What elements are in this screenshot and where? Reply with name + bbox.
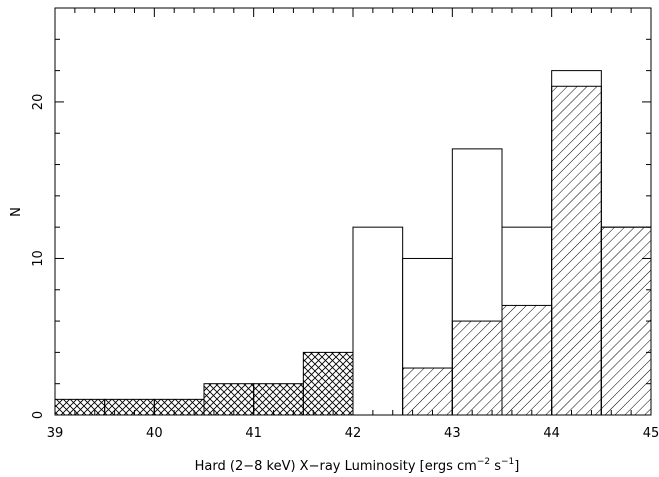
cross-hatch-bar: [302, 351, 354, 416]
diagonal-hatch-bar: [451, 320, 503, 416]
cross-hatch-bar: [253, 383, 304, 416]
cross-hatch-bar: [153, 398, 205, 416]
cross-hatch-bar: [203, 383, 255, 416]
y-tick-label: 0: [31, 411, 46, 419]
x-tick-label: 45: [643, 426, 659, 441]
x-tick-label: 43: [444, 426, 461, 441]
y-tick-label: 20: [31, 94, 46, 111]
x-tick-label: 42: [345, 426, 362, 441]
y-tick-label: 10: [31, 250, 46, 267]
cross-hatch-bar: [104, 398, 155, 416]
diagonal-hatch-bar: [551, 85, 602, 416]
x-tick-label: 39: [47, 426, 64, 441]
cross-hatched-series: [54, 351, 354, 416]
diagonal-hatched-series: [402, 85, 652, 416]
y-axis-label: N: [9, 207, 24, 217]
diagonal-hatch-bar: [402, 367, 453, 416]
open-bar: [352, 226, 404, 416]
y-tick-labels: 0 10 20: [31, 94, 46, 419]
x-axis-label: Hard (2−8 keV) X−ray Luminosity [ergs cm…: [195, 457, 520, 474]
diagonal-hatch-bar: [600, 226, 652, 416]
x-tick-labels: 39 40 41 42 43 44 45: [47, 426, 659, 441]
x-tick-label: 40: [146, 426, 163, 441]
x-tick-label: 44: [543, 426, 560, 441]
diagonal-hatch-bar: [501, 304, 553, 416]
axis-ticks: [54, 7, 652, 416]
cross-hatch-bar: [54, 398, 106, 416]
x-tick-label: 41: [245, 426, 262, 441]
